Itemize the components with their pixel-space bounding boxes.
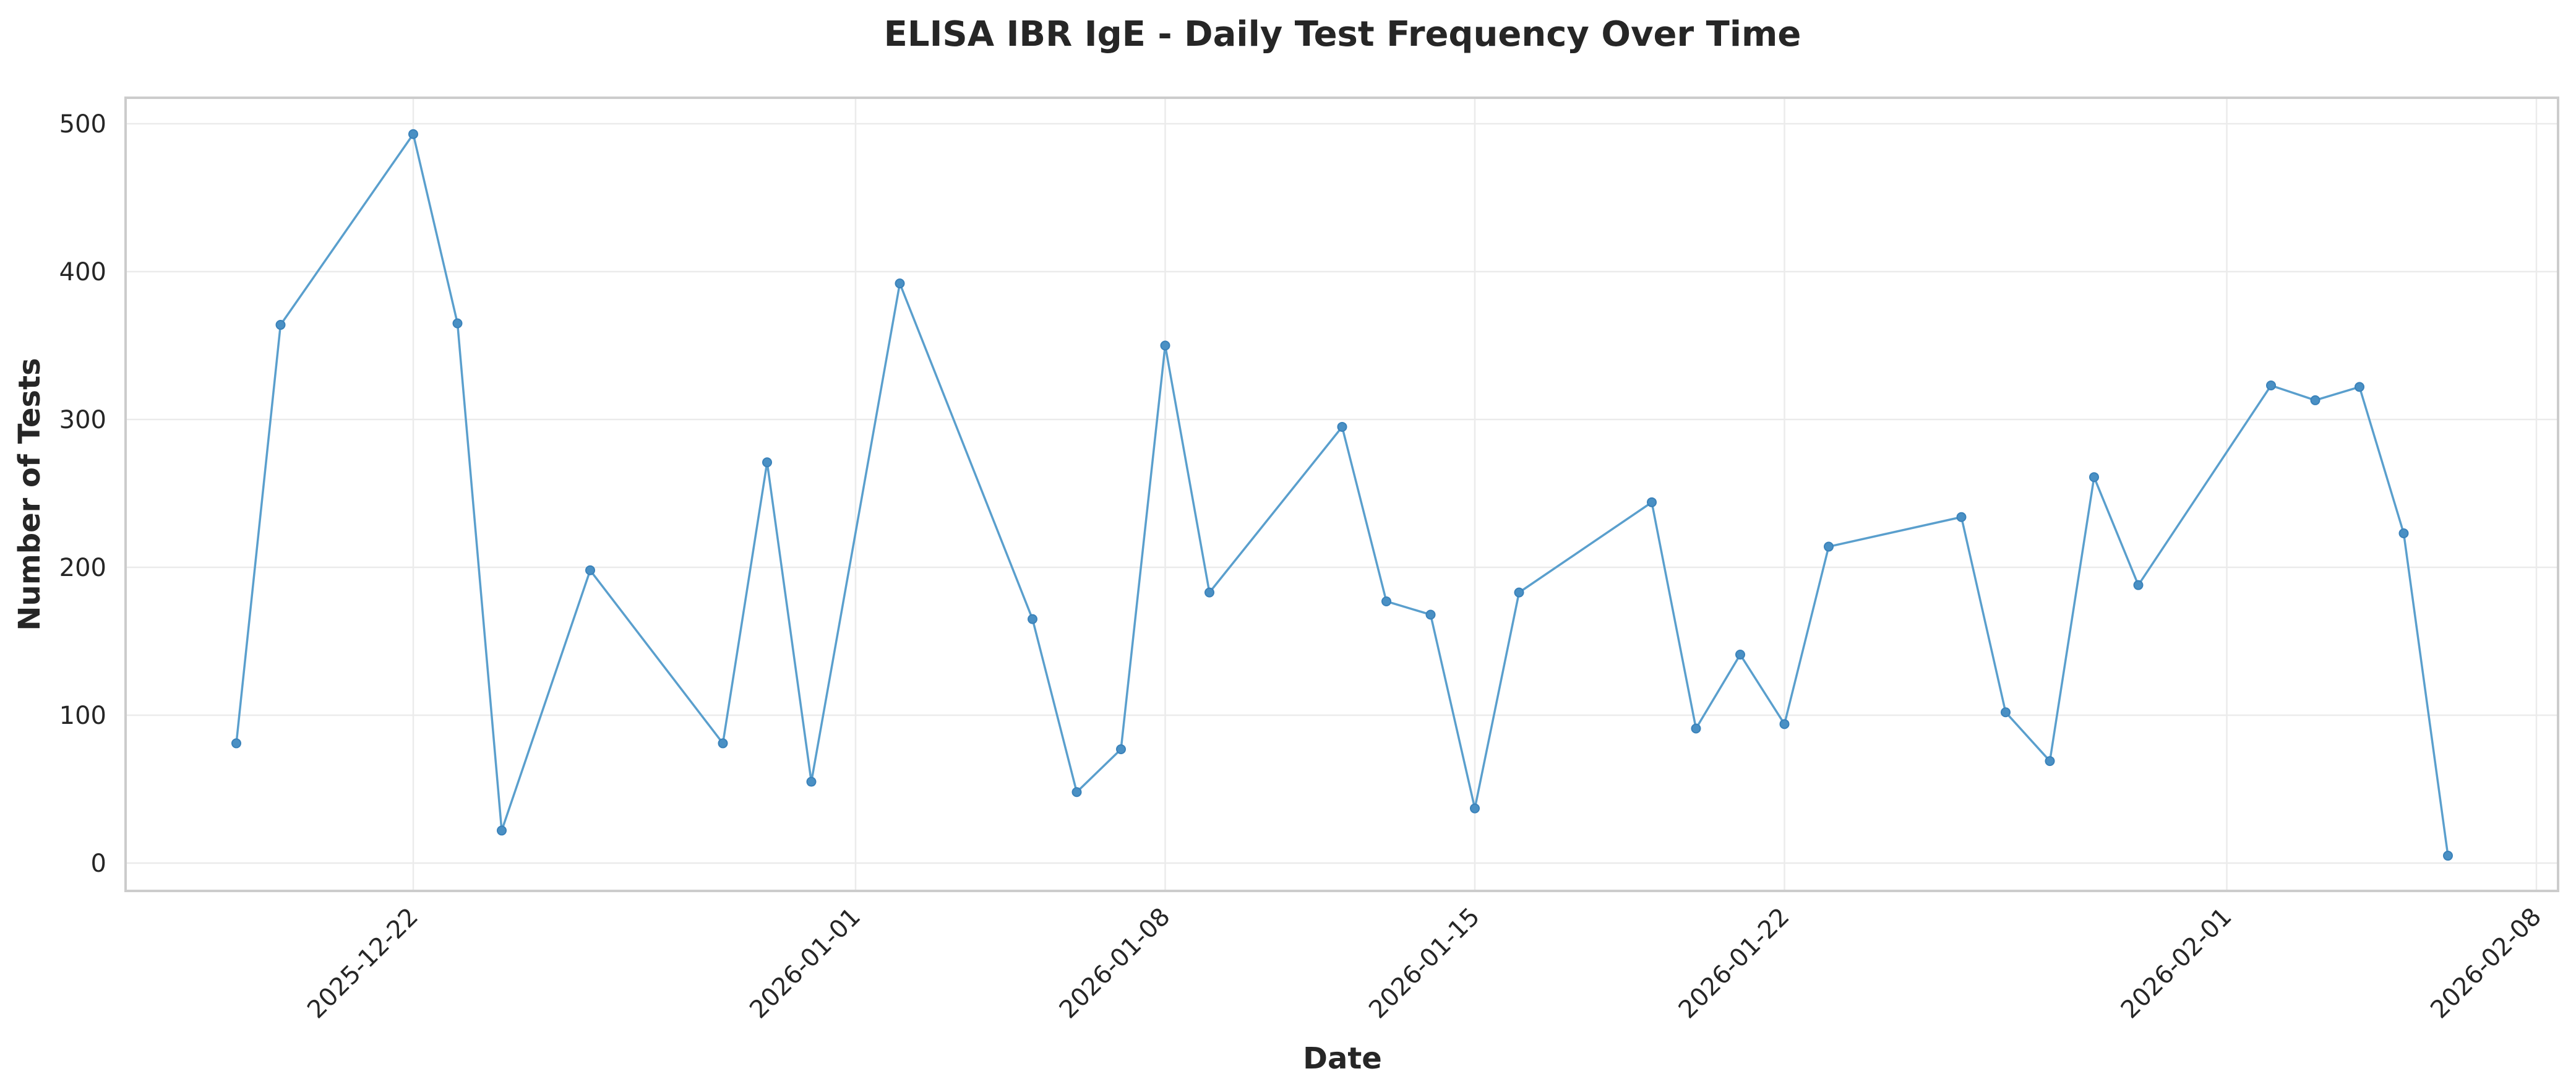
x-tick-label: 2026-01-08	[1054, 903, 1176, 1025]
data-point	[1824, 541, 1834, 552]
x-axis-label: Date	[1303, 1041, 1382, 1076]
data-point	[1116, 744, 1126, 754]
y-tick-label: 200	[59, 554, 106, 582]
x-tick-label: 2026-01-01	[744, 903, 866, 1025]
data-point	[231, 738, 241, 749]
x-tick-label: 2026-02-08	[2425, 903, 2547, 1025]
data-point	[2266, 380, 2276, 391]
y-axis-tick-labels: 0 100 200 300 400 500	[59, 110, 106, 878]
data-point	[1337, 421, 1347, 432]
data-point	[1647, 497, 1657, 507]
y-tick-label: 400	[59, 258, 106, 286]
data-point	[585, 565, 595, 575]
y-tick-label: 500	[59, 110, 106, 139]
data-point	[497, 825, 507, 836]
data-point	[2001, 707, 2011, 718]
data-point	[1071, 787, 1082, 798]
x-tick-label: 2026-02-01	[2116, 903, 2238, 1025]
data-point	[1028, 614, 1037, 624]
y-tick-label: 300	[59, 406, 106, 434]
data-point	[762, 457, 772, 468]
data-point	[2398, 528, 2409, 539]
data-point	[1160, 340, 1170, 351]
data-point	[1735, 650, 1745, 660]
data-point	[2045, 756, 2055, 767]
x-tick-label: 2026-01-22	[1673, 903, 1795, 1025]
data-point	[1779, 719, 1790, 729]
data-point	[1425, 609, 1436, 620]
data-point	[1691, 723, 1701, 734]
data-point	[408, 129, 418, 139]
data-markers	[231, 129, 2453, 861]
data-point	[2133, 580, 2144, 590]
y-gridlines	[126, 123, 2558, 864]
x-tick-label: 2026-01-15	[1363, 903, 1485, 1025]
axes-frame	[124, 97, 2559, 892]
data-point	[2355, 382, 2364, 392]
data-point	[2310, 395, 2321, 405]
chart-title: ELISA IBR IgE - Daily Test Frequency Ove…	[884, 14, 1801, 54]
data-point	[806, 776, 817, 787]
data-point	[275, 320, 286, 330]
x-axis-tick-labels: 2025-12-22 2026-01-01 2026-01-08 2026-01-15…	[302, 903, 2547, 1025]
data-point	[1204, 587, 1214, 598]
y-axis-label: Number of Tests	[12, 358, 47, 630]
data-point	[2089, 472, 2099, 483]
data-point	[1470, 803, 1480, 814]
series-line	[235, 132, 2449, 856]
data-point	[452, 318, 463, 329]
data-point	[1381, 596, 1391, 606]
x-tick-label: 2025-12-22	[302, 903, 424, 1025]
x-gridlines	[412, 98, 2538, 891]
data-point	[1956, 512, 1967, 522]
data-point	[2443, 851, 2453, 861]
y-tick-label: 100	[59, 702, 106, 730]
data-point	[1514, 587, 1524, 598]
y-tick-label: 0	[91, 849, 106, 878]
data-point	[718, 738, 728, 749]
plot-area	[124, 97, 2559, 892]
data-point	[895, 278, 905, 289]
